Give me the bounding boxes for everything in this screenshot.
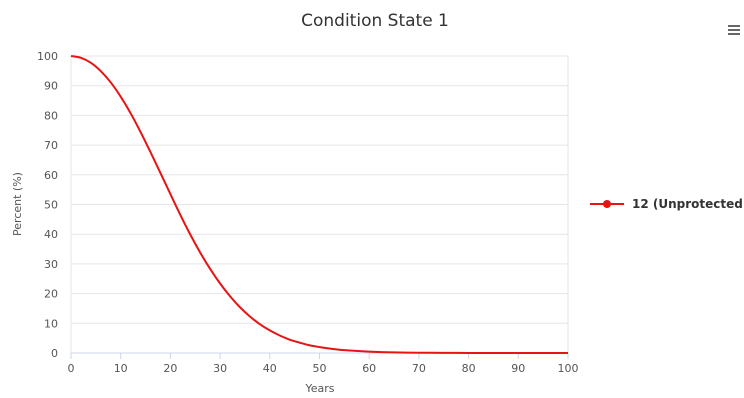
x-tick-label: 10: [114, 362, 128, 375]
y-tick-label: 60: [44, 169, 58, 182]
y-tick-label: 10: [44, 317, 58, 330]
x-axis-title: Years: [304, 382, 334, 395]
x-tick-label: 0: [68, 362, 75, 375]
menu-button[interactable]: [726, 20, 742, 42]
legend[interactable]: 12 (Unprotected): [590, 197, 744, 211]
x-tick-label: 40: [263, 362, 277, 375]
x-tick-label: 80: [462, 362, 476, 375]
series-layer: [70, 55, 568, 354]
x-tick-label: 30: [213, 362, 227, 375]
grid-lines: [70, 55, 569, 354]
chart-title: Condition State 1: [301, 11, 449, 31]
y-tick-label: 30: [44, 258, 58, 271]
legend-marker: [603, 200, 611, 208]
y-tick-labels: 0 10 20 30 40 50 60 70 80 90 100: [37, 50, 58, 360]
y-tick-label: 70: [44, 139, 58, 152]
series-line-0[interactable]: [70, 55, 568, 354]
legend-item-label: 12 (Unprotected): [632, 197, 744, 211]
y-tick-label: 20: [44, 288, 58, 301]
x-tick-label: 90: [511, 362, 525, 375]
y-tick-label: 40: [44, 228, 58, 241]
y-tick-label: 90: [44, 80, 58, 93]
y-axis-title: Percent (%): [11, 172, 24, 236]
y-tick-label: 0: [51, 347, 58, 360]
x-tick-label: 20: [163, 362, 177, 375]
y-tick-label: 100: [37, 50, 58, 63]
hamburger-menu-icon: [728, 25, 740, 27]
y-tick-label: 80: [44, 109, 58, 122]
x-tick-label: 50: [313, 362, 327, 375]
x-tick-label: 60: [362, 362, 376, 375]
x-tick-labels: 0 10 20 30 40 50 60 70 80 90 100: [68, 362, 579, 375]
x-tick-label: 70: [412, 362, 426, 375]
x-tick-label: 100: [558, 362, 579, 375]
y-tick-label: 50: [44, 199, 58, 212]
